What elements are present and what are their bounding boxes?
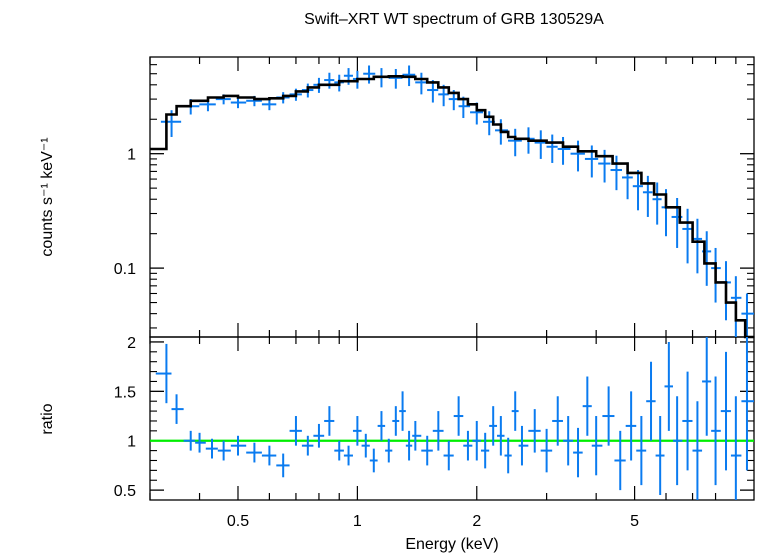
ratio-ticks: 0.5 1 1.5 2 0.5 1 2 5 bbox=[114, 335, 754, 530]
spectrum-data-point bbox=[692, 218, 703, 274]
ratio-data-point bbox=[246, 442, 262, 463]
spectrum-model-curve bbox=[150, 75, 754, 339]
ratio-data-point bbox=[361, 433, 370, 458]
spectrum-data-point bbox=[557, 136, 571, 165]
spectrum-y-tick-label: 1 bbox=[127, 147, 136, 164]
ratio-data-point bbox=[480, 432, 490, 469]
ratio-data-point bbox=[702, 337, 712, 436]
ratio-panel-frame bbox=[149, 336, 755, 501]
ratio-data-point bbox=[195, 432, 206, 453]
ratio-data-point bbox=[171, 394, 184, 424]
ratio-data-point bbox=[646, 361, 656, 441]
x-tick-label: 1 bbox=[353, 513, 362, 530]
ratio-data-point bbox=[489, 406, 498, 446]
ratio-data-point bbox=[655, 416, 665, 496]
ratio-data-point bbox=[741, 337, 754, 471]
ratio-y-tick-label: 1.5 bbox=[114, 384, 136, 401]
spectrum-model bbox=[150, 75, 754, 339]
spectrum-data-point bbox=[642, 175, 653, 217]
x-tick-label: 2 bbox=[472, 513, 481, 530]
ratio-y-tick-label: 0.5 bbox=[114, 483, 136, 500]
spectrum-data-point bbox=[427, 80, 439, 103]
ratio-data-point bbox=[664, 341, 673, 431]
ratio-data-point bbox=[682, 371, 693, 471]
ratio-data-point bbox=[443, 440, 454, 471]
ratio-data-point bbox=[730, 396, 742, 500]
spectrum-data-point bbox=[230, 97, 247, 109]
spectrum-data-point bbox=[570, 140, 585, 172]
spectrum-data-point bbox=[632, 170, 643, 211]
ratio-data-point bbox=[324, 406, 335, 436]
ratio-data-point bbox=[463, 430, 473, 461]
chart-title: Swift–XRT WT spectrum of GRB 130529A bbox=[304, 11, 604, 28]
ratio-data-point bbox=[582, 376, 592, 436]
spectrum-data-point bbox=[610, 155, 623, 191]
ratio-data-point bbox=[261, 445, 277, 466]
ratio-data-point bbox=[313, 423, 325, 448]
ratio-y-tick-label: 1 bbox=[127, 434, 136, 451]
ratio-data-point bbox=[672, 396, 683, 486]
x-tick-label: 0.5 bbox=[227, 513, 249, 530]
ratio-data-points bbox=[155, 337, 754, 500]
spectrum-data-point bbox=[363, 65, 376, 84]
ratio-data-point bbox=[692, 401, 703, 500]
ratio-data-point bbox=[399, 391, 406, 431]
ratio-data-point bbox=[602, 386, 615, 446]
ratio-data-point bbox=[504, 437, 512, 474]
ratio-data-point bbox=[183, 430, 196, 451]
ratio-data-point bbox=[573, 427, 583, 478]
ratio-data-point bbox=[720, 351, 731, 471]
spectrum-data-point bbox=[598, 149, 611, 183]
ratio-y-axis-label: ratio bbox=[39, 403, 56, 434]
x-axis-label: Energy (keV) bbox=[405, 536, 498, 553]
ratio-data-point bbox=[205, 438, 218, 459]
ratio-data-point bbox=[497, 416, 505, 456]
ratio-data-point bbox=[392, 406, 400, 436]
ratio-data-point bbox=[614, 430, 626, 491]
spectrum-data-point bbox=[508, 128, 522, 157]
x-tick-label: 5 bbox=[630, 513, 639, 530]
ratio-data-point bbox=[334, 440, 344, 461]
ratio-data-point bbox=[518, 425, 529, 466]
ratio-data-point bbox=[155, 343, 172, 404]
ratio-data-point bbox=[432, 411, 444, 451]
spectrum-data-point bbox=[388, 68, 403, 89]
spectrum-y-axis-label: counts s⁻¹ keV⁻¹ bbox=[39, 137, 56, 256]
ratio-data-point bbox=[352, 416, 362, 446]
ratio-data-point bbox=[453, 396, 464, 436]
ratio-data-point bbox=[385, 438, 393, 463]
spectrum-data-point bbox=[682, 208, 693, 264]
ratio-data-point bbox=[636, 416, 647, 486]
ratio-data-point bbox=[217, 440, 231, 461]
ratio-data-point bbox=[412, 420, 422, 451]
spectrum-y-tick-label: 0.1 bbox=[114, 261, 136, 278]
ratio-data-point bbox=[405, 430, 413, 461]
ratio-data-point bbox=[369, 448, 378, 473]
ratio-data-point bbox=[421, 435, 433, 466]
ratio-y-tick-label: 2 bbox=[127, 335, 136, 352]
ratio-data-point bbox=[301, 435, 314, 456]
spectrum-data-point bbox=[415, 72, 428, 95]
ratio-data-point bbox=[528, 409, 541, 453]
spectrum-data-point bbox=[534, 130, 547, 159]
ratio-data-point bbox=[552, 396, 563, 446]
ratio-data-point bbox=[377, 411, 386, 441]
ratio-data-point bbox=[230, 435, 247, 456]
spectrum-data-point bbox=[741, 293, 754, 337]
ratio-data-point bbox=[511, 391, 519, 431]
ratio-data-point bbox=[276, 453, 290, 478]
ratio-data-point bbox=[343, 445, 353, 466]
ratio-data-point bbox=[591, 416, 603, 476]
spectrum-data-point bbox=[652, 182, 662, 225]
ratio-data-point bbox=[540, 428, 553, 473]
spectrum-data-point bbox=[261, 99, 277, 111]
ratio-data-point bbox=[625, 391, 637, 461]
ratio-data-point bbox=[472, 420, 481, 461]
ratio-data-point bbox=[289, 416, 302, 446]
ratio-data-point bbox=[711, 376, 721, 486]
ratio-data-point bbox=[562, 416, 574, 466]
spectrum-data-point bbox=[324, 72, 335, 89]
spectrum-data-point bbox=[546, 134, 558, 163]
